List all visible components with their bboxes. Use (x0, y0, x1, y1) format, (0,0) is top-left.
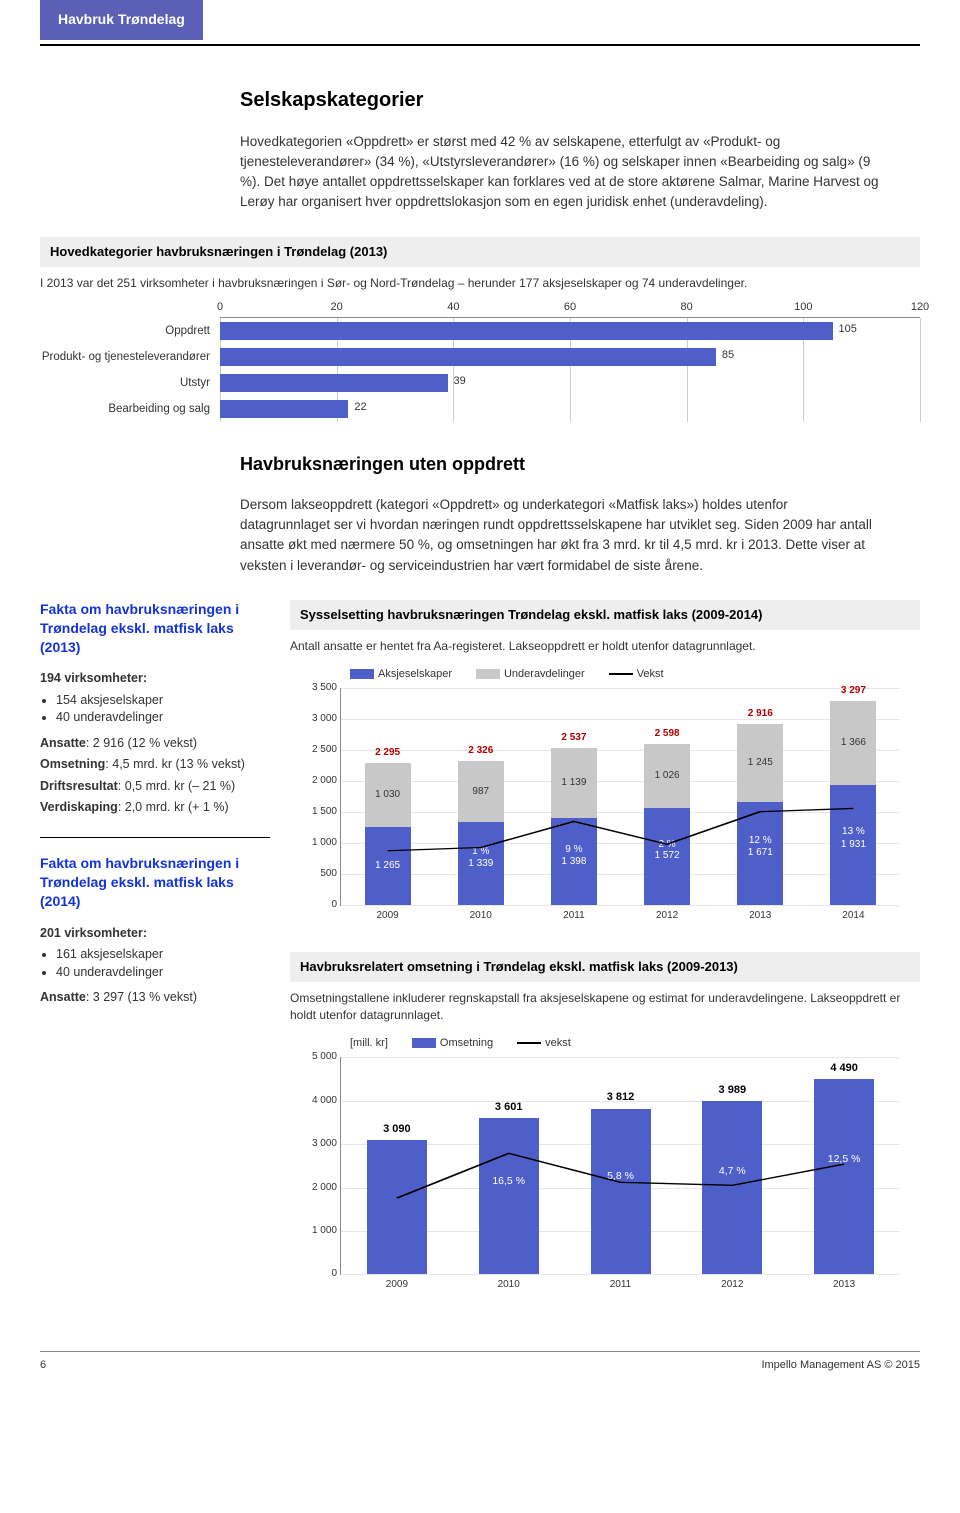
fact-2013-vs-l: Verdiskaping (40, 800, 118, 814)
stacked-legend-b: Underavdelinger (504, 668, 585, 680)
fact-2014-l1: 201 virksomheter: (40, 925, 270, 943)
top-rule (40, 44, 920, 46)
fact-2013-oms-v: : 4,5 mrd. kr (13 % vekst) (105, 757, 245, 771)
stacked-xcat: 2010 (470, 909, 492, 923)
oms-ytick: 1 000 (299, 1224, 337, 1238)
stacked-xcat: 2011 (563, 909, 585, 923)
hbar-row: Produkt- og tjenesteleverandører 85 (40, 344, 920, 370)
stacked-ytick: 0 (299, 898, 337, 912)
omsetning-chart-box: Havbruksrelatert omsetning i Trøndelag e… (290, 952, 920, 1297)
stacked-growth-line (341, 688, 900, 905)
hbar-bar (220, 400, 348, 418)
hbar-tick: 60 (564, 300, 576, 315)
hbar-caption: I 2013 var det 251 virksomheter i havbru… (40, 267, 920, 300)
hbar-value: 22 (354, 400, 366, 415)
hbar-tick: 20 (331, 300, 343, 315)
oms-legend-b: vekst (545, 1037, 571, 1049)
hbar-tick: 100 (794, 300, 812, 315)
fact-2013-dr-l: Driftsresultat (40, 779, 118, 793)
fact-2014-ansatte-l: Ansatte (40, 990, 86, 1004)
fact-2014-ansatte-v: : 3 297 (13 % vekst) (86, 990, 197, 1004)
omsetning-header: Havbruksrelatert omsetning i Trøndelag e… (290, 952, 920, 982)
hbar-row: Bearbeiding og salg 22 (40, 396, 920, 422)
oms-growth-line (341, 1057, 900, 1274)
stacked-legend-a: Aksjeselskaper (378, 668, 452, 680)
stacked-xcat: 2013 (749, 909, 771, 923)
hbar-value: 39 (453, 374, 465, 389)
oms-ytick: 2 000 (299, 1181, 337, 1195)
fact-2014: Fakta om havbruksnæringen i Trøndelag ek… (40, 854, 270, 1007)
oms-ytick: 5 000 (299, 1050, 337, 1064)
fact-2013-b2: 40 underavdelinger (56, 709, 270, 727)
hbar-bar (220, 322, 833, 340)
omsetning-caption: Omsetningstallene inkluderer regnskapsta… (290, 982, 920, 1032)
fact-2013-vs-v: : 2,0 mrd. kr (+ 1 %) (118, 800, 229, 814)
hbar-value: 105 (839, 322, 857, 337)
stacked-legend-c: Vekst (637, 668, 664, 680)
hbar-label: Utstyr (40, 375, 220, 391)
oms-xcat: 2011 (610, 1278, 632, 1292)
stacked-ytick: 1 000 (299, 836, 337, 850)
stacked-legend: Aksjeselskaper Underavdelinger Vekst (350, 667, 920, 682)
hbar-tick: 40 (447, 300, 459, 315)
page-number: 6 (40, 1358, 46, 1373)
stacked-ytick: 3 500 (299, 681, 337, 695)
hbar-header: Hovedkategorier havbruksnæringen i Trønd… (40, 237, 920, 267)
stacked-chart-box: Sysselsetting havbruksnæringen Trøndelag… (290, 600, 920, 928)
stacked-caption: Antall ansatte er hentet fra Aa-register… (290, 630, 920, 663)
fact-2013: Fakta om havbruksnæringen i Trøndelag ek… (40, 600, 270, 817)
fact-2013-oms-l: Omsetning (40, 757, 105, 771)
hbar-row: Utstyr 39 (40, 370, 920, 396)
oms-xcat: 2009 (386, 1278, 408, 1292)
page-footer: 6 Impello Management AS © 2015 (40, 1351, 920, 1373)
fact-2013-ansatte-l: Ansatte (40, 736, 86, 750)
fact-sep (40, 837, 270, 838)
fact-2014-title: Fakta om havbruksnæringen i Trøndelag ek… (40, 854, 270, 911)
oms-xcat: 2012 (721, 1278, 743, 1292)
stacked-ytick: 1 500 (299, 805, 337, 819)
hbar-bar (220, 374, 448, 392)
s1-title: Selskapskategorier (240, 86, 920, 114)
omsetning-ylabel: [mill. kr] (350, 1036, 388, 1051)
oms-ytick: 0 (299, 1267, 337, 1281)
hbar-tick: 0 (217, 300, 223, 315)
fact-2013-dr-v: : 0,5 mrd. kr (– 21 %) (118, 779, 235, 793)
footer-right: Impello Management AS © 2015 (761, 1358, 920, 1373)
oms-xcat: 2010 (498, 1278, 520, 1292)
header-tab: Havbruk Trøndelag (40, 0, 203, 40)
oms-legend-a: Omsetning (440, 1037, 493, 1049)
hbar-label: Oppdrett (40, 323, 220, 339)
stacked-ytick: 500 (299, 867, 337, 881)
s2-title: Havbruksnæringen uten oppdrett (240, 452, 920, 477)
s1-body: Hovedkategorien «Oppdrett» er størst med… (240, 132, 880, 213)
oms-ytick: 4 000 (299, 1094, 337, 1108)
stacked-xcat: 2012 (656, 909, 678, 923)
hbar-tick: 120 (911, 300, 929, 315)
hbar-value: 85 (722, 348, 734, 363)
oms-ytick: 3 000 (299, 1137, 337, 1151)
fact-2013-title: Fakta om havbruksnæringen i Trøndelag ek… (40, 600, 270, 657)
stacked-ytick: 2 500 (299, 743, 337, 757)
stacked-ytick: 3 000 (299, 712, 337, 726)
hbar-row: Oppdrett 105 (40, 318, 920, 344)
hbar-tick: 80 (681, 300, 693, 315)
omsetning-legend: [mill. kr] Omsetning vekst (350, 1036, 920, 1051)
hbar-chart-box: Hovedkategorier havbruksnæringen i Trønd… (40, 237, 920, 422)
s2-body: Dersom lakseoppdrett (kategori «Oppdrett… (240, 495, 880, 576)
oms-xcat: 2013 (833, 1278, 855, 1292)
stacked-xcat: 2009 (376, 909, 398, 923)
fact-2014-b2: 40 underavdelinger (56, 964, 270, 982)
fact-2014-b1: 161 aksjeselskaper (56, 946, 270, 964)
stacked-xcat: 2014 (842, 909, 864, 923)
fact-2013-ansatte-v: : 2 916 (12 % vekst) (86, 736, 197, 750)
stacked-ytick: 2 000 (299, 774, 337, 788)
fact-2013-l1: 194 virksomheter: (40, 670, 270, 688)
hbar-label: Produkt- og tjenesteleverandører (40, 349, 220, 365)
hbar-label: Bearbeiding og salg (40, 401, 220, 417)
fact-2013-b1: 154 aksjeselskaper (56, 692, 270, 710)
hbar-bar (220, 348, 716, 366)
stacked-header: Sysselsetting havbruksnæringen Trøndelag… (290, 600, 920, 630)
